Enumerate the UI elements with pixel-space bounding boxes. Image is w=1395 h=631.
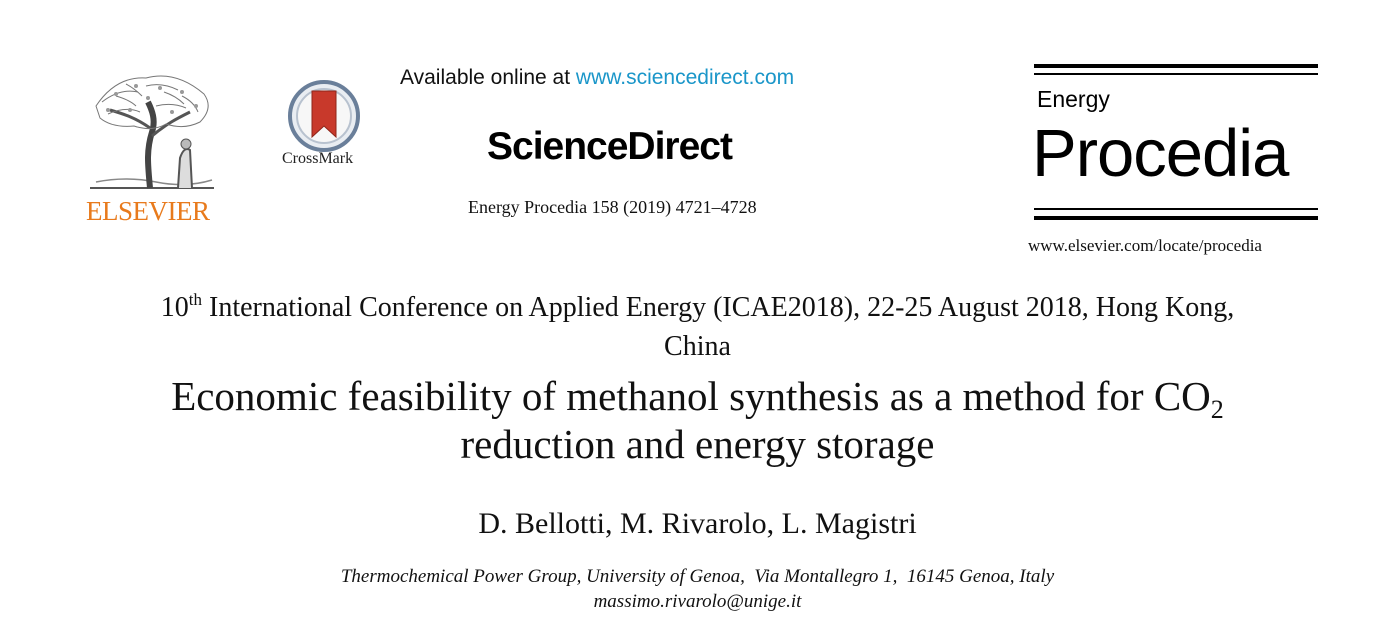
paper-title-subscript: 2 xyxy=(1210,395,1224,424)
corresponding-email[interactable]: massimo.rivarolo@unige.it xyxy=(593,591,802,612)
elsevier-wordmark: ELSEVIER xyxy=(86,196,210,226)
available-online-prefix: Available online at xyxy=(400,66,576,89)
conference-location: China xyxy=(664,331,731,362)
journal-box-procedia: Procedia xyxy=(1032,116,1289,191)
paper-title-line1: Economic feasibility of methanol synthes… xyxy=(0,372,1395,423)
author-list: D. Bellotti, M. Rivarolo, L. Magistri xyxy=(478,507,917,540)
conference-ordinal-suffix: th xyxy=(188,290,203,309)
paper-title-line2: reduction and energy storage xyxy=(460,421,935,467)
conference-name: International Conference on Applied Ener… xyxy=(202,292,1235,323)
paper-title-main: Economic feasibility of methanol synthes… xyxy=(171,373,1211,419)
journal-reference: Energy Procedia 158 (2019) 4721–4728 xyxy=(468,197,757,217)
crossmark-label: CrossMark xyxy=(282,150,354,167)
journal-box-top-rule-thin xyxy=(1034,73,1318,75)
crossmark-icon[interactable] xyxy=(287,79,361,153)
journal-box-bottom-rule-thin xyxy=(1034,208,1318,210)
sciencedirect-wordmark: ScienceDirect xyxy=(487,125,733,168)
journal-url[interactable]: www.elsevier.com/locate/procedia xyxy=(1028,236,1262,255)
sciencedirect-link[interactable]: www.sciencedirect.com xyxy=(575,66,795,89)
affiliation: Thermochemical Power Group, University o… xyxy=(340,566,1055,587)
available-online-line: Available online at www.sciencedirect.co… xyxy=(400,66,870,90)
conference-number: 10 xyxy=(160,292,189,323)
journal-box-top-rule-thick xyxy=(1034,64,1318,68)
conference-line: 10th International Conference on Applied… xyxy=(0,291,1395,325)
journal-box-energy: Energy xyxy=(1037,86,1110,112)
elsevier-tree-logo-icon xyxy=(86,66,218,196)
journal-box-bottom-rule-thick xyxy=(1034,216,1318,220)
